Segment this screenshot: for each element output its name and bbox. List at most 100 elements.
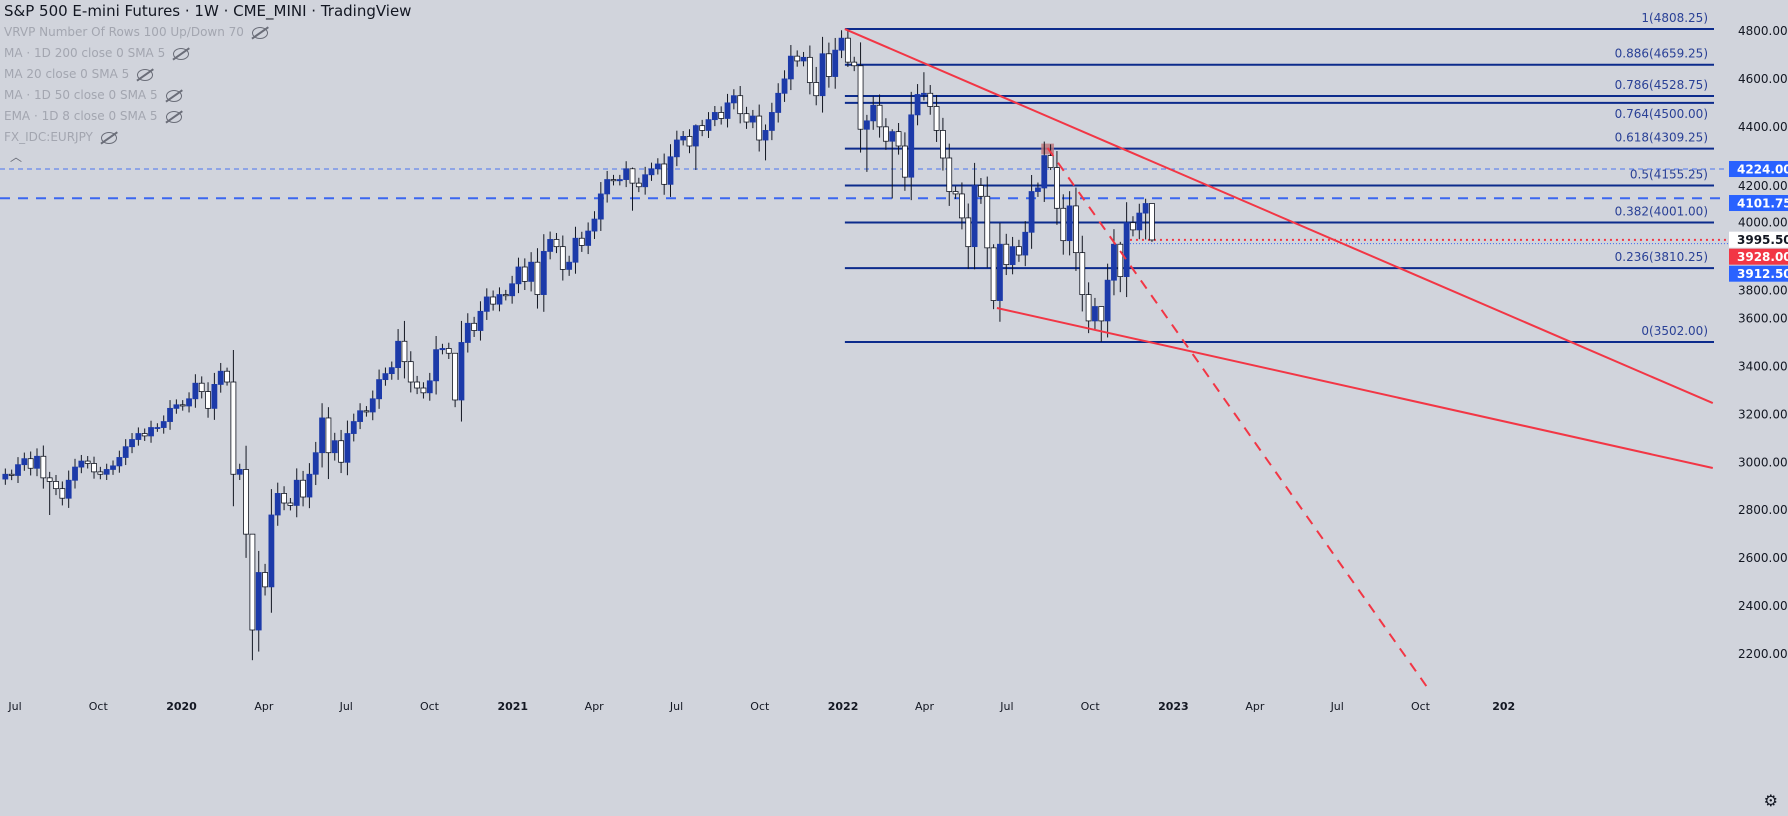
- indicator-item[interactable]: EMA · 1D 8 close 0 SMA 5: [4, 106, 411, 127]
- candle-up: [439, 348, 446, 351]
- indicator-item[interactable]: MA · 1D 200 close 0 SMA 5: [4, 43, 411, 64]
- y-tick-label: 3800.00: [1738, 284, 1788, 298]
- candle-up: [395, 340, 402, 369]
- x-tick-label: Oct: [750, 700, 770, 713]
- candle-up: [730, 95, 737, 104]
- candle-down: [198, 382, 205, 392]
- indicator-item[interactable]: MA 20 close 0 SMA 5: [4, 64, 411, 85]
- x-tick-label: Oct: [1081, 700, 1101, 713]
- candle-down: [990, 247, 997, 301]
- candle-down: [420, 387, 427, 394]
- candle-up: [1111, 243, 1117, 281]
- candle-down: [927, 92, 934, 107]
- candle-down: [718, 112, 725, 119]
- x-tick-label: Apr: [1245, 700, 1265, 713]
- candle-up: [547, 239, 554, 252]
- candle-down: [91, 463, 97, 473]
- indicator-label: EMA · 1D 8 close 0 SMA 5: [4, 109, 158, 123]
- candle-down: [471, 322, 478, 331]
- indicator-label: FX_IDC:EURJPY: [4, 130, 93, 144]
- candle-down: [756, 115, 763, 141]
- candle-down: [46, 477, 53, 482]
- candle-up: [1104, 279, 1111, 322]
- indicator-item[interactable]: FX_IDC:EURJPY: [4, 127, 411, 148]
- candle-down: [1047, 155, 1054, 168]
- candle-up: [154, 427, 161, 429]
- gear-icon[interactable]: ⚙: [1763, 791, 1778, 810]
- candle-down: [8, 473, 15, 476]
- fib-level-label: 0.786(4528.75): [1615, 78, 1708, 92]
- x-tick-label: Oct: [89, 700, 109, 713]
- eye-hidden-icon[interactable]: [165, 89, 182, 102]
- candle-up: [388, 367, 395, 375]
- candle-down: [1060, 207, 1067, 242]
- candle-down: [699, 125, 706, 131]
- candle-down: [743, 113, 750, 123]
- candle-up: [72, 466, 78, 481]
- y-tick-label: 4400.00: [1738, 120, 1788, 134]
- candle-down: [813, 82, 820, 97]
- indicator-label: MA · 1D 200 close 0 SMA 5: [4, 46, 166, 60]
- x-tick-label: 202: [1492, 700, 1515, 713]
- candle-down: [401, 340, 408, 363]
- candle-down: [84, 460, 91, 464]
- candle-up: [870, 104, 877, 122]
- x-tick-label: 2023: [1158, 700, 1189, 713]
- candle-up: [509, 283, 516, 297]
- y-tick-label: 2400.00: [1738, 599, 1788, 613]
- candle-up: [173, 404, 180, 409]
- eye-hidden-icon[interactable]: [173, 47, 190, 60]
- eye-hidden-icon[interactable]: [165, 110, 182, 123]
- candle-down: [53, 481, 59, 490]
- candle-down: [965, 217, 972, 248]
- chart-title: S&P 500 E-mini Futures · 1W · CME_MINI ·…: [4, 2, 412, 20]
- candle-down: [230, 381, 237, 475]
- candle-up: [787, 55, 794, 80]
- candle-up: [369, 398, 376, 413]
- candle-down: [610, 179, 617, 182]
- candle-down: [414, 381, 421, 389]
- candle-down: [243, 469, 249, 535]
- candle-up: [642, 174, 649, 188]
- candle-up: [528, 261, 535, 282]
- candle-up: [306, 473, 313, 498]
- candle-down: [205, 391, 211, 409]
- fib-level-label: 0.236(3810.25): [1615, 250, 1708, 264]
- candle-down: [737, 95, 744, 115]
- candle-down: [1149, 203, 1155, 241]
- candle-up: [616, 179, 623, 182]
- candle-up: [863, 120, 870, 130]
- candle-down: [407, 361, 414, 383]
- candle-up: [148, 427, 154, 437]
- candle-down: [534, 261, 541, 295]
- candle-up: [1041, 155, 1048, 189]
- eye-hidden-icon[interactable]: [100, 131, 117, 144]
- candle-up: [483, 296, 490, 312]
- candle-down: [325, 417, 332, 454]
- candle-down: [578, 237, 585, 246]
- candle-down: [984, 195, 991, 249]
- price-label: 3928.00: [1737, 250, 1788, 264]
- candle-up: [889, 131, 896, 142]
- candle-up: [236, 469, 243, 475]
- y-tick-label: 2800.00: [1738, 503, 1788, 517]
- candle-up: [585, 230, 592, 246]
- candle-up: [1092, 306, 1098, 322]
- eye-hidden-icon[interactable]: [251, 26, 268, 39]
- candle-up: [382, 373, 389, 381]
- candle-down: [940, 130, 946, 159]
- indicator-item[interactable]: MA · 1D 50 close 0 SMA 5: [4, 85, 411, 106]
- candle-up: [1028, 191, 1035, 233]
- indicator-item[interactable]: VRVP Number Of Rows 100 Up/Down 70: [4, 22, 411, 43]
- eye-hidden-icon[interactable]: [137, 68, 154, 81]
- chevron-up-icon[interactable]: ︿: [10, 150, 23, 164]
- candle-up: [908, 114, 915, 178]
- candle-down: [1098, 306, 1105, 322]
- candle-up: [376, 379, 382, 400]
- candle-down: [902, 145, 908, 178]
- fib-level-label: 0.618(4309.25): [1615, 131, 1708, 145]
- candle-down: [363, 410, 370, 413]
- candle-up: [566, 261, 573, 270]
- x-tick-label: Oct: [420, 700, 440, 713]
